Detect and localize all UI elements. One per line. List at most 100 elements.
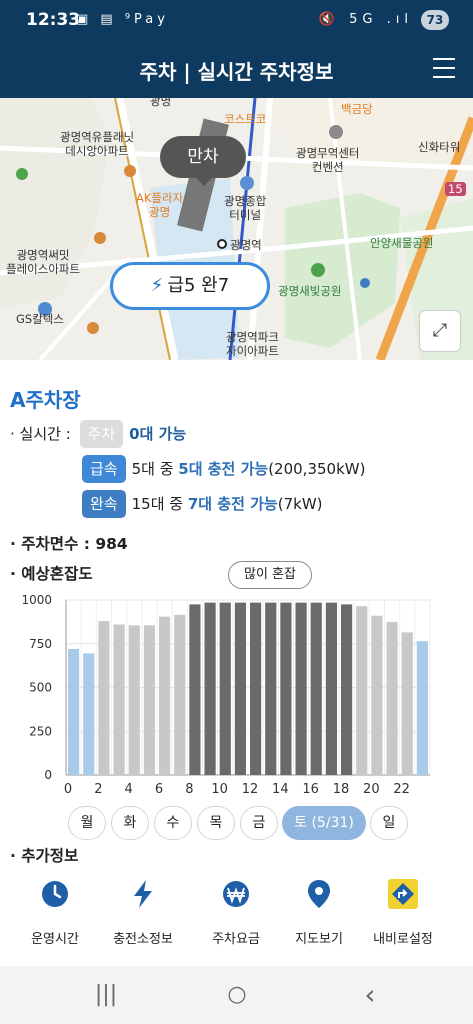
charger-marker[interactable]: ⚡ 급5 완7 xyxy=(110,262,270,310)
map-label: 광명역파크 자이아파트 xyxy=(226,330,279,358)
chart-bar xyxy=(356,606,368,775)
chart-bar xyxy=(143,625,155,775)
parking-spaces: · 주차면수 : 984 xyxy=(10,535,128,553)
chart-y-tick-label: 1000 xyxy=(21,593,52,607)
map-label: 광명역써밋 플레이스아파트 xyxy=(6,248,81,276)
map-view-label: 지도보기 xyxy=(295,932,343,947)
status-time: 12:33 xyxy=(26,10,81,30)
slow-available: 7대 충전 가능 xyxy=(187,495,278,513)
chart-bar xyxy=(204,602,216,775)
chart-y-tick-label: 0 xyxy=(44,768,52,782)
realtime-label: · 실시간 : xyxy=(10,425,71,443)
chart-y-tick-label: 750 xyxy=(29,637,52,651)
expand-icon[interactable]: ⤢ xyxy=(419,310,461,352)
app-header: 주차 | 실시간 주차정보 xyxy=(0,42,473,98)
lightning-icon xyxy=(134,880,152,908)
chart-bar xyxy=(295,602,307,775)
chart-x-tick-label: 16 xyxy=(302,782,319,797)
chart-bar xyxy=(98,621,110,775)
map-label: 광명무역센터 컨벤션 xyxy=(296,146,360,174)
chart-x-tick-label: 18 xyxy=(333,782,350,797)
parking-fee-label: 주차요금 xyxy=(212,932,260,947)
map-label: 코스트코 xyxy=(224,112,267,126)
chart-y-tick-label: 250 xyxy=(29,724,52,738)
map-view[interactable]: 광명 코스트코 백금당 광명역유플래닛 데시앙아파트 광명무역센터 컨벤션 신화… xyxy=(0,98,473,360)
slow-power: (7kW) xyxy=(277,495,323,513)
map-label: 안양새물공원 xyxy=(370,236,434,250)
status-left-icons: ▣ ▤ ⁹Pay xyxy=(76,12,169,27)
day-selector: 월 화 수 목 금 토 (5/31) 일 xyxy=(68,806,468,840)
chart-bar xyxy=(159,616,171,775)
chart-x-tick-label: 4 xyxy=(125,782,133,797)
chart-y-tick-label: 500 xyxy=(29,681,52,695)
map-label: 백금당 xyxy=(341,102,373,116)
chart-bar xyxy=(386,621,398,775)
hamburger-menu-icon[interactable] xyxy=(433,58,455,80)
realtime-row: · 실시간 : 주차 0대 가능 xyxy=(10,420,186,448)
fast-available: 5대 충전 가능 xyxy=(178,460,269,478)
map-label: 광명종합 터미널 xyxy=(224,194,267,222)
clock-icon xyxy=(42,881,68,907)
battery-icon: 73 xyxy=(421,10,449,30)
chart-bar xyxy=(250,602,262,775)
chart-bar xyxy=(83,653,95,775)
day-thu[interactable]: 목 xyxy=(197,806,235,840)
full-parking-marker[interactable]: 만차 xyxy=(160,136,246,186)
map-label: 광명 xyxy=(150,98,172,108)
map-label: 광명새빛공원 xyxy=(278,284,342,298)
page-title: 주차 | 실시간 주차정보 xyxy=(139,60,334,84)
chart-x-tick-label: 2 xyxy=(94,782,102,797)
chart-bar xyxy=(234,602,246,775)
navigation-label: 내비로설정 xyxy=(373,932,433,947)
day-sat[interactable]: 토 (5/31) xyxy=(282,806,366,840)
day-mon[interactable]: 월 xyxy=(68,806,106,840)
day-tue[interactable]: 화 xyxy=(111,806,149,840)
congestion-title: · 예상혼잡도 xyxy=(10,565,93,583)
map-pin-icon xyxy=(308,880,330,908)
operating-hours-label: 운영시간 xyxy=(31,932,79,947)
map-label: AK플라자 광명 xyxy=(136,191,184,219)
slow-charger-row: 완속 15대 중 7대 충전 가능(7kW) xyxy=(82,490,323,518)
chart-bar xyxy=(189,604,201,775)
highway-15-badge: 15 xyxy=(445,182,466,196)
day-sun[interactable]: 일 xyxy=(370,806,408,840)
charger-marker-text: 급5 완7 xyxy=(167,275,230,296)
map-label: GS칼텍스 xyxy=(16,312,64,326)
map-label: 신화타워 xyxy=(418,140,461,154)
chart-bar xyxy=(371,615,383,775)
chart-bar xyxy=(280,602,292,775)
fast-power: (200,350kW) xyxy=(268,460,366,478)
chart-bar xyxy=(310,602,322,775)
navigation-button[interactable]: 내비로설정 xyxy=(356,878,450,947)
parking-tag: 주차 xyxy=(79,420,124,448)
recent-apps-button[interactable]: ||| xyxy=(94,982,118,1007)
chart-bar xyxy=(325,602,337,775)
lightning-icon: ⚡ xyxy=(150,275,164,296)
status-bar: 12:33 ▣ ▤ ⁹Pay 🔇 5G .ıl 73 xyxy=(0,0,473,42)
operating-hours-button[interactable]: 운영시간 xyxy=(8,878,102,947)
charger-info-label: 충전소정보 xyxy=(113,932,173,947)
charger-info-button[interactable]: 충전소정보 xyxy=(96,878,190,947)
map-view-button[interactable]: 지도보기 xyxy=(272,878,366,947)
parking-lot-name: A주차장 xyxy=(10,388,81,412)
extra-info-menu: 운영시간 충전소정보 주차요금 지도보기 내비로설정 xyxy=(0,878,473,958)
chart-x-tick-label: 20 xyxy=(363,782,380,797)
day-wed[interactable]: 수 xyxy=(154,806,192,840)
day-fri[interactable]: 금 xyxy=(240,806,278,840)
parking-fee-button[interactable]: 주차요금 xyxy=(189,878,283,947)
chart-bar xyxy=(265,602,277,775)
system-nav-bar: ||| ○ ‹ xyxy=(0,966,473,1024)
back-button[interactable]: ‹ xyxy=(364,978,376,1011)
home-button[interactable]: ○ xyxy=(227,982,247,1007)
extra-info-title: · 추가정보 xyxy=(10,847,79,865)
congestion-chart: 0 250 500 750 1000 0 2 4 6 8 10 12 14 16 18 20 22 xyxy=(21,593,431,797)
navigation-icon xyxy=(388,879,418,909)
chart-bar xyxy=(113,624,125,775)
parking-available: 0대 가능 xyxy=(129,425,187,443)
congestion-badge: 많이 혼잡 xyxy=(228,561,312,589)
status-right-icons: 🔇 5G .ıl xyxy=(318,12,413,27)
fast-charger-row: 급속 5대 중 5대 충전 가능(200,350kW) xyxy=(82,455,365,483)
chart-bar xyxy=(416,641,428,775)
chart-x-tick-label: 6 xyxy=(155,782,163,797)
chart-x-tick-label: 10 xyxy=(211,782,228,797)
